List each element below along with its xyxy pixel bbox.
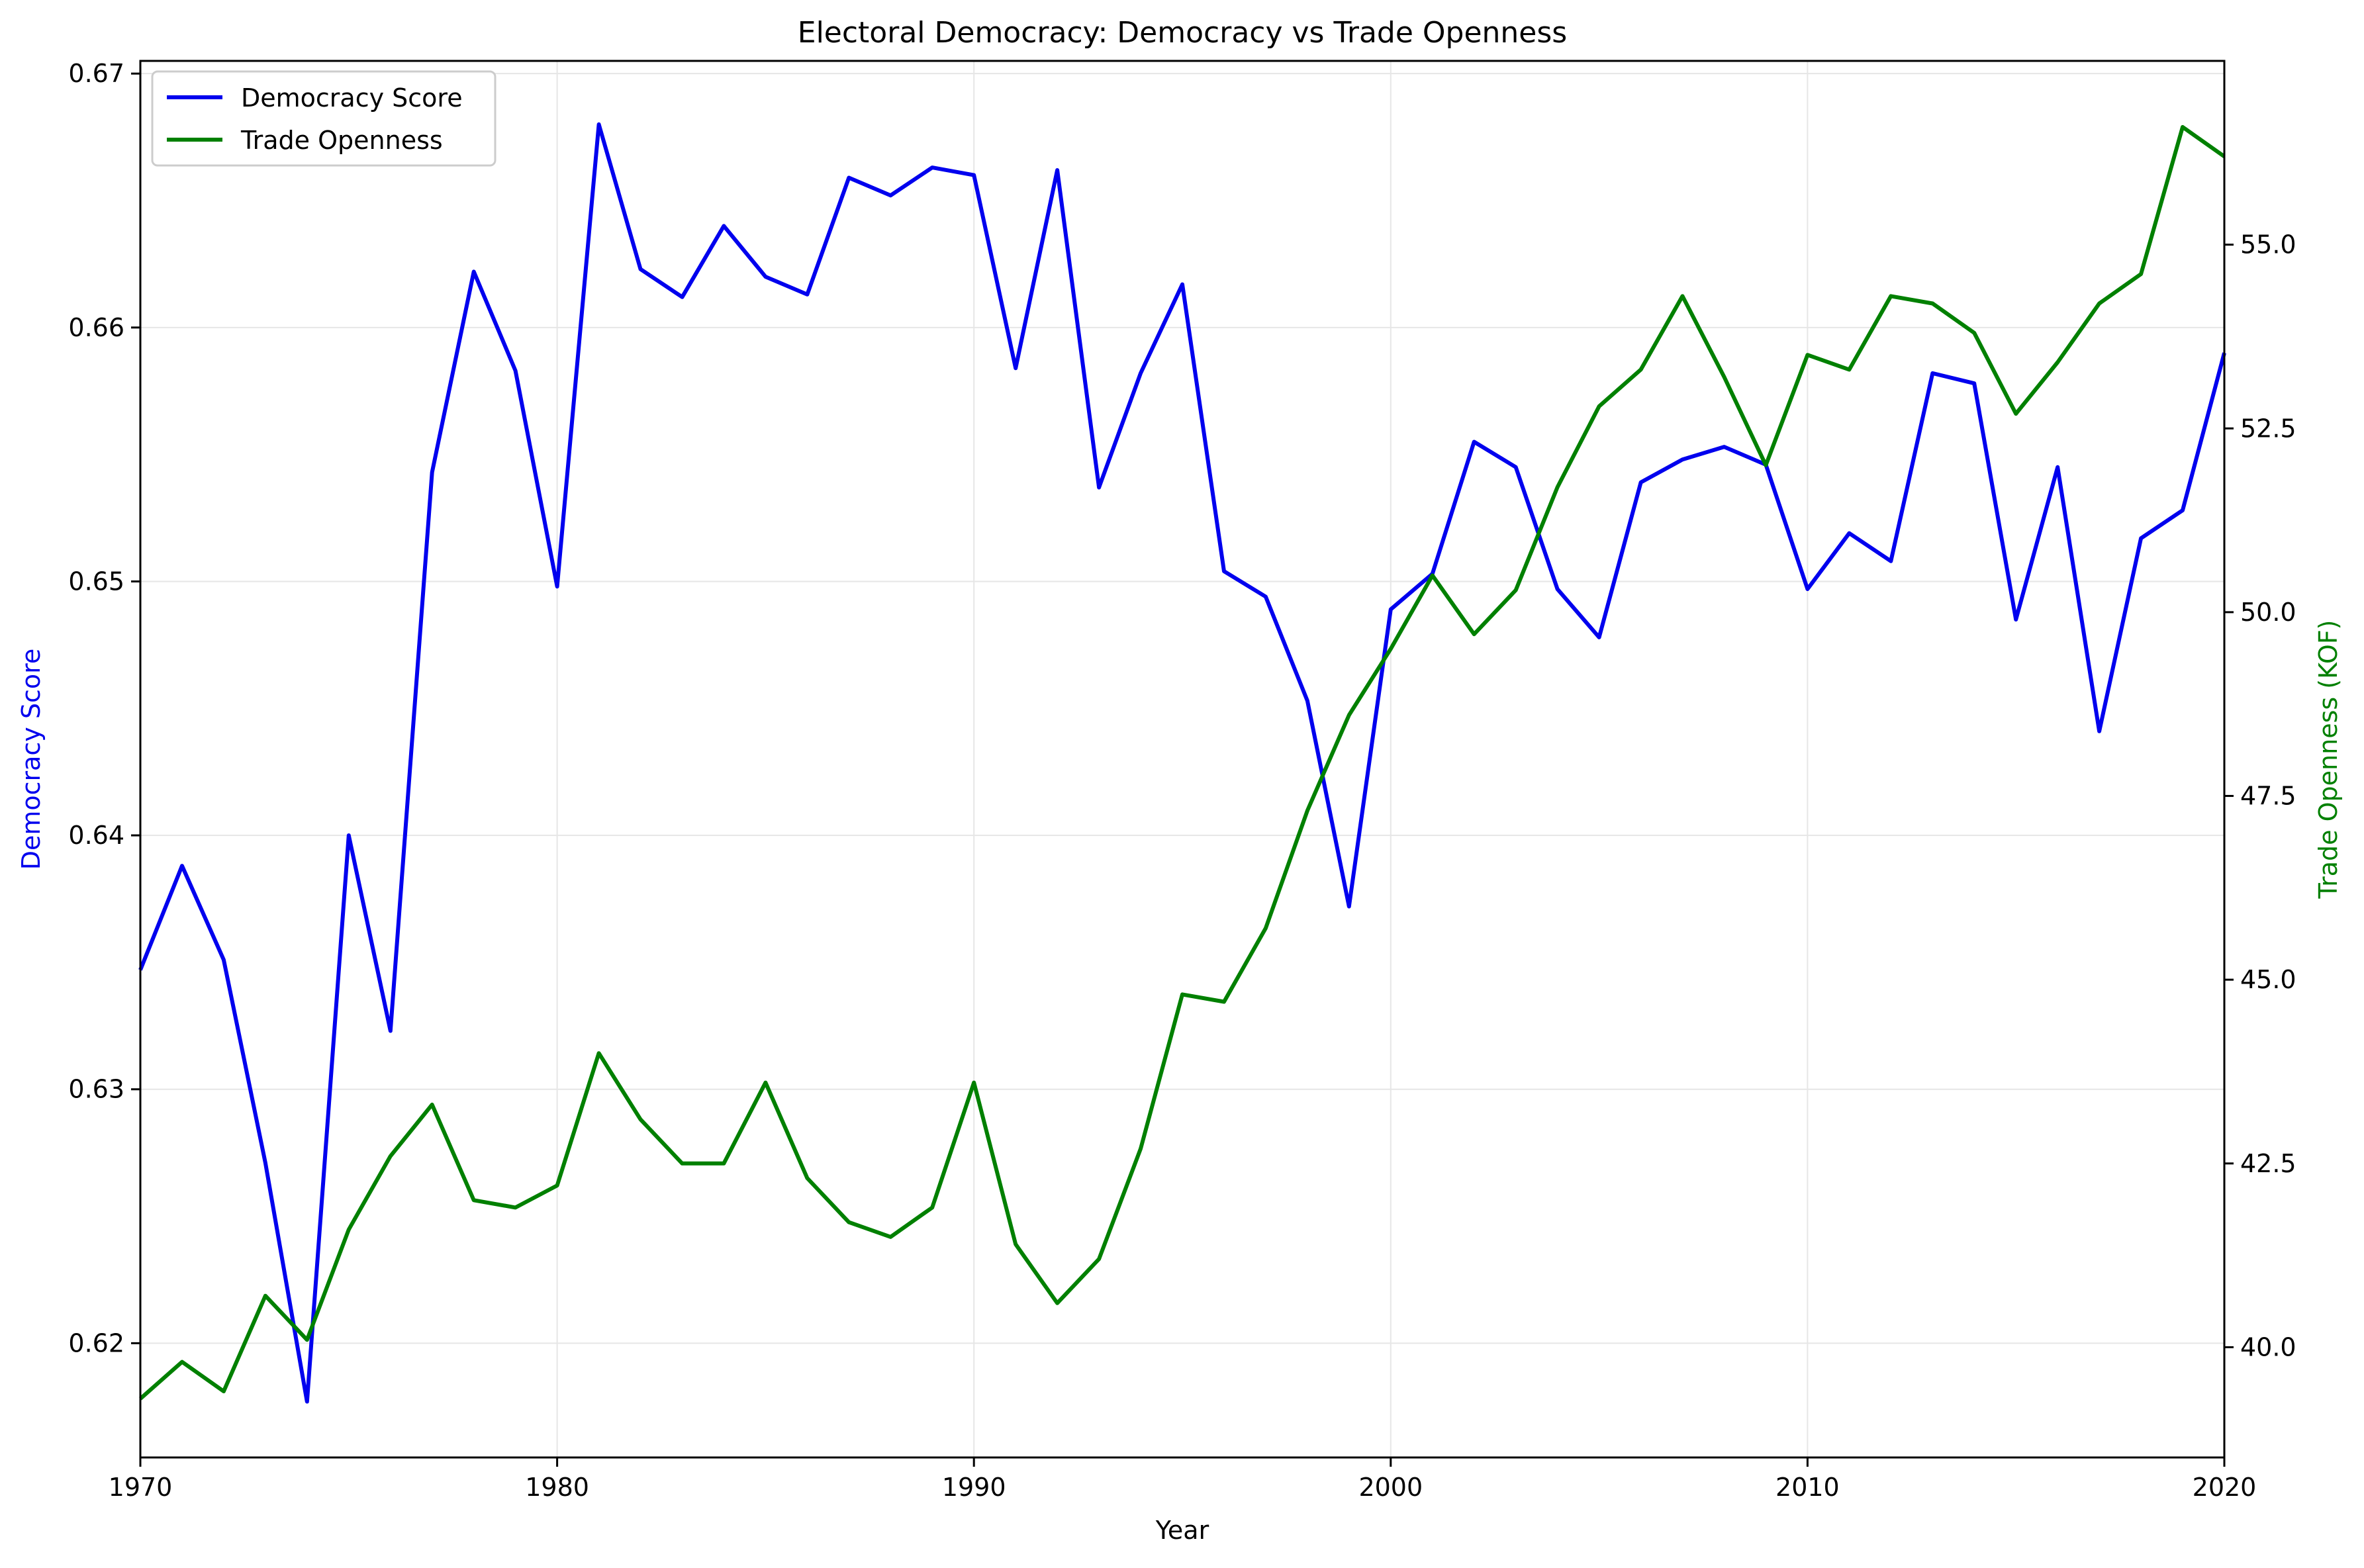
legend: Democracy Score Trade Openness bbox=[151, 70, 496, 167]
x-axis-label: Year bbox=[1155, 1516, 1209, 1545]
y-right-tick-label: 40.0 bbox=[2240, 1332, 2296, 1361]
y-right-tick-label: 55.0 bbox=[2240, 230, 2296, 259]
y-left-tick-label: 0.67 bbox=[68, 59, 124, 88]
y-right-tick-label: 45.0 bbox=[2240, 965, 2296, 994]
x-axis-ticks: 1970 1980 1990 2000 2010 2020 bbox=[109, 1457, 2257, 1502]
legend-label-trade: Trade Openness bbox=[240, 126, 443, 155]
y-left-tick-label: 0.63 bbox=[68, 1075, 124, 1104]
y-right-tick-label: 47.5 bbox=[2240, 782, 2296, 811]
y-right-axis-label: Trade Openness (KOF) bbox=[2314, 620, 2343, 899]
trade-openness-line bbox=[139, 124, 2226, 1401]
y-left-axis-ticks: 0.62 0.63 0.64 0.65 0.66 0.67 bbox=[68, 59, 140, 1358]
y-left-axis-label: Democracy Score bbox=[17, 649, 46, 870]
y-right-axis-ticks: 40.0 42.5 45.0 47.5 50.0 52.5 55.0 bbox=[2224, 230, 2296, 1361]
legend-label-democracy: Democracy Score bbox=[241, 83, 463, 113]
x-tick-label: 2020 bbox=[2193, 1473, 2257, 1502]
y-left-tick-label: 0.64 bbox=[68, 821, 124, 850]
x-tick-label: 1980 bbox=[525, 1473, 589, 1502]
y-left-tick-label: 0.65 bbox=[68, 567, 124, 596]
y-left-tick-label: 0.66 bbox=[68, 313, 124, 342]
x-tick-label: 1970 bbox=[109, 1473, 173, 1502]
y-right-tick-label: 50.0 bbox=[2240, 598, 2296, 627]
series-lines bbox=[138, 122, 2226, 1404]
x-tick-label: 2010 bbox=[1775, 1473, 1840, 1502]
plot-frame bbox=[139, 60, 2226, 1459]
x-tick-label: 1990 bbox=[942, 1473, 1006, 1502]
y-right-tick-label: 52.5 bbox=[2240, 414, 2296, 443]
democracy-score-line bbox=[138, 122, 2226, 1404]
chart-title: Electoral Democracy: Democracy vs Trade … bbox=[798, 16, 1567, 50]
y-right-tick-label: 42.5 bbox=[2240, 1149, 2296, 1178]
legend-box bbox=[151, 70, 496, 167]
y-left-tick-label: 0.62 bbox=[68, 1328, 124, 1358]
x-tick-label: 2000 bbox=[1358, 1473, 1423, 1502]
